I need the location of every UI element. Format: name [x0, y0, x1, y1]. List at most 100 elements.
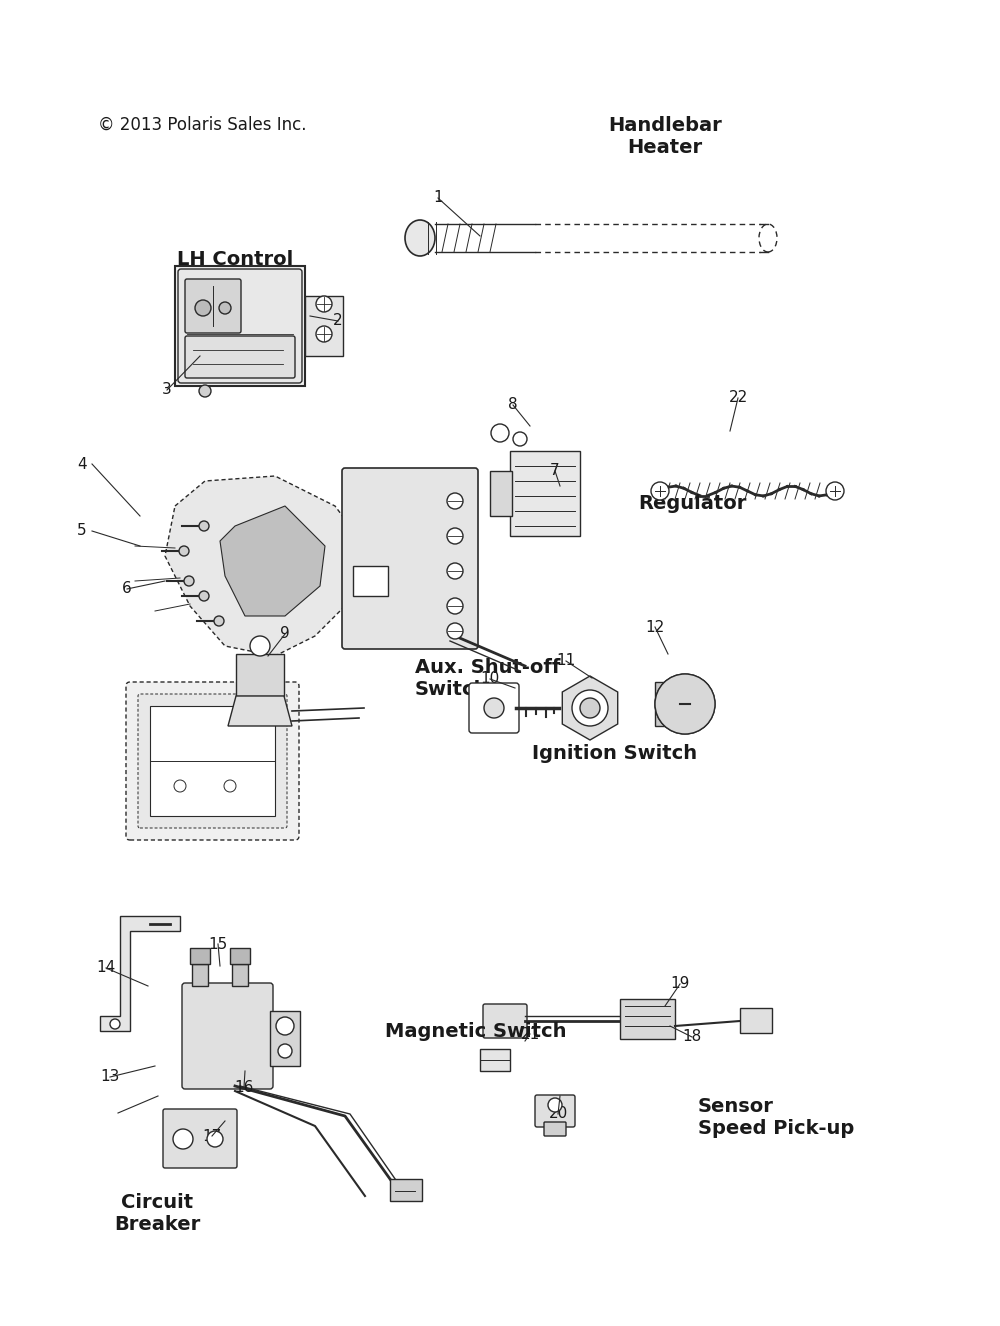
Circle shape: [572, 690, 608, 727]
Circle shape: [447, 528, 463, 544]
Polygon shape: [100, 916, 180, 1032]
Circle shape: [316, 296, 332, 312]
FancyBboxPatch shape: [740, 1008, 772, 1033]
Polygon shape: [228, 696, 292, 727]
Text: 11: 11: [556, 652, 576, 668]
FancyBboxPatch shape: [342, 468, 478, 648]
Text: 1: 1: [433, 190, 443, 206]
Circle shape: [199, 385, 211, 396]
Ellipse shape: [195, 300, 211, 316]
Circle shape: [484, 697, 504, 717]
Text: Ignition Switch: Ignition Switch: [532, 744, 698, 762]
Ellipse shape: [219, 302, 231, 314]
FancyBboxPatch shape: [182, 983, 273, 1089]
Text: 14: 14: [96, 960, 116, 976]
FancyBboxPatch shape: [126, 682, 299, 839]
FancyBboxPatch shape: [178, 269, 302, 383]
FancyBboxPatch shape: [353, 566, 388, 595]
Circle shape: [491, 424, 509, 442]
Text: 15: 15: [208, 936, 228, 952]
Circle shape: [655, 674, 715, 735]
Text: 10: 10: [480, 671, 500, 687]
Polygon shape: [562, 676, 618, 740]
Text: Regulator: Regulator: [638, 495, 746, 513]
Circle shape: [447, 564, 463, 579]
Circle shape: [214, 617, 224, 626]
FancyBboxPatch shape: [150, 705, 275, 815]
Circle shape: [110, 1018, 120, 1029]
Circle shape: [224, 780, 236, 792]
Circle shape: [447, 598, 463, 614]
Text: 21: 21: [520, 1026, 540, 1042]
FancyBboxPatch shape: [305, 296, 343, 355]
FancyBboxPatch shape: [544, 1122, 566, 1136]
Text: Handlebar
Heater: Handlebar Heater: [608, 117, 722, 156]
Circle shape: [447, 623, 463, 639]
Polygon shape: [165, 476, 365, 656]
Text: 9: 9: [280, 626, 290, 642]
Circle shape: [655, 674, 715, 735]
Circle shape: [207, 1131, 223, 1147]
Circle shape: [179, 546, 189, 556]
Text: Circuit
Breaker: Circuit Breaker: [114, 1193, 200, 1233]
Circle shape: [826, 481, 844, 500]
FancyBboxPatch shape: [469, 683, 519, 733]
Text: 13: 13: [100, 1069, 120, 1085]
FancyBboxPatch shape: [490, 471, 512, 516]
FancyBboxPatch shape: [185, 335, 295, 378]
Text: 4: 4: [77, 456, 87, 472]
Text: 3: 3: [162, 382, 172, 398]
FancyBboxPatch shape: [192, 964, 208, 987]
FancyBboxPatch shape: [236, 654, 284, 696]
Text: LH Control: LH Control: [177, 251, 293, 269]
Ellipse shape: [405, 220, 435, 256]
Circle shape: [513, 432, 527, 446]
Text: © 2013 Polaris Sales Inc.: © 2013 Polaris Sales Inc.: [98, 115, 307, 134]
FancyBboxPatch shape: [190, 948, 210, 964]
Text: 6: 6: [122, 581, 132, 597]
FancyBboxPatch shape: [535, 1095, 575, 1127]
Circle shape: [173, 1128, 193, 1150]
FancyBboxPatch shape: [175, 267, 305, 386]
Circle shape: [316, 326, 332, 342]
FancyBboxPatch shape: [655, 682, 693, 727]
Polygon shape: [220, 507, 325, 617]
Text: Aux. Shut-off
Switch: Aux. Shut-off Switch: [415, 659, 560, 699]
Text: 17: 17: [202, 1128, 222, 1144]
Text: 22: 22: [728, 390, 748, 406]
Circle shape: [184, 575, 194, 586]
Text: 18: 18: [682, 1029, 702, 1045]
Circle shape: [199, 521, 209, 530]
Text: 16: 16: [234, 1079, 254, 1095]
FancyBboxPatch shape: [232, 964, 248, 987]
Text: 8: 8: [508, 396, 518, 412]
Text: 2: 2: [333, 313, 343, 329]
FancyBboxPatch shape: [163, 1109, 237, 1168]
Text: 7: 7: [550, 463, 560, 479]
Circle shape: [580, 697, 600, 717]
Text: Sensor
Speed Pick-up: Sensor Speed Pick-up: [698, 1098, 854, 1138]
FancyBboxPatch shape: [483, 1004, 527, 1038]
Text: Magnetic Switch: Magnetic Switch: [385, 1022, 566, 1041]
FancyBboxPatch shape: [480, 1049, 510, 1071]
FancyBboxPatch shape: [510, 451, 580, 536]
Text: 12: 12: [645, 619, 665, 635]
Circle shape: [199, 591, 209, 601]
Text: 20: 20: [548, 1106, 568, 1122]
Circle shape: [174, 780, 186, 792]
Text: 19: 19: [670, 976, 690, 992]
FancyBboxPatch shape: [138, 693, 287, 827]
Text: 5: 5: [77, 522, 87, 538]
FancyBboxPatch shape: [185, 278, 241, 333]
Circle shape: [548, 1098, 562, 1113]
Circle shape: [250, 636, 270, 656]
Circle shape: [278, 1044, 292, 1058]
FancyBboxPatch shape: [620, 998, 675, 1040]
Ellipse shape: [759, 224, 777, 252]
FancyBboxPatch shape: [390, 1179, 422, 1201]
FancyBboxPatch shape: [230, 948, 250, 964]
Circle shape: [276, 1017, 294, 1036]
Circle shape: [447, 493, 463, 509]
Circle shape: [651, 481, 669, 500]
FancyBboxPatch shape: [270, 1010, 300, 1066]
